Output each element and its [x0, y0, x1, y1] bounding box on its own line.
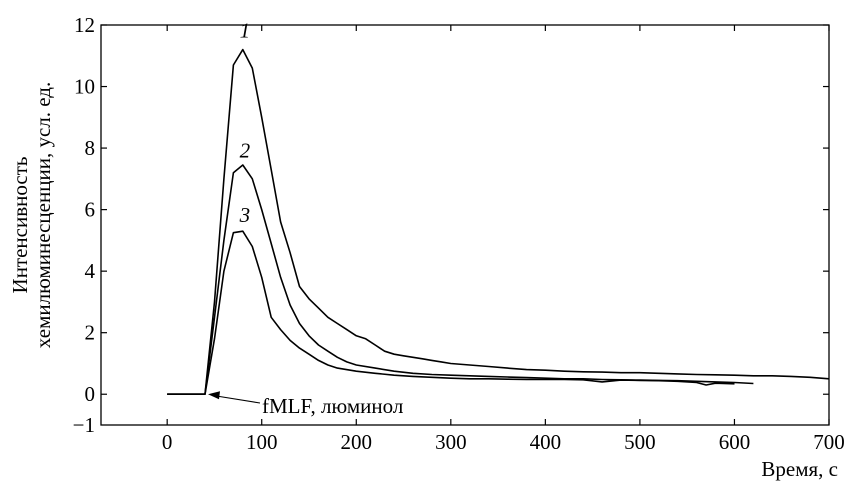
x-tick-label: 700	[813, 430, 845, 454]
y-tick-label: 6	[85, 198, 96, 222]
plot-frame	[100, 24, 830, 426]
series-line-2	[167, 164, 754, 395]
annotation-arrowhead	[208, 391, 220, 400]
x-tick-label: 200	[341, 430, 373, 454]
x-tick-label: 300	[435, 430, 467, 454]
annotation-arrow	[217, 395, 261, 404]
x-axis-label: Время, с	[761, 457, 838, 481]
series-label-3: 3	[239, 203, 251, 227]
series-line-1	[167, 48, 830, 395]
x-tick-label: 400	[530, 430, 562, 454]
series-label-2: 2	[240, 138, 251, 162]
y-tick-label: 2	[85, 321, 96, 345]
y-tick-label-neg: −1	[73, 413, 95, 437]
y-tick-label: 10	[74, 75, 95, 99]
y-tick-label: 4	[85, 259, 96, 283]
y-axis-label-line-2: хемилюминесценции, усл. ед.	[31, 82, 55, 348]
annotation-label: fMLF, люминол	[262, 394, 403, 418]
series-label-1: 1	[240, 18, 251, 42]
x-tick-label: 0	[162, 430, 173, 454]
labels-layer: 1 2 3	[208, 18, 261, 404]
y-tick-label: 8	[85, 136, 96, 160]
y-tick-label: 0	[85, 382, 96, 406]
x-tick-label: 500	[624, 430, 656, 454]
y-tick-label: 12	[74, 13, 95, 37]
x-tick-label: 600	[719, 430, 751, 454]
series-line-3	[167, 230, 735, 395]
series-layer	[167, 48, 830, 395]
y-axis-label-line-1: Интенсивность	[8, 157, 32, 294]
x-tick-label: 100	[246, 430, 278, 454]
